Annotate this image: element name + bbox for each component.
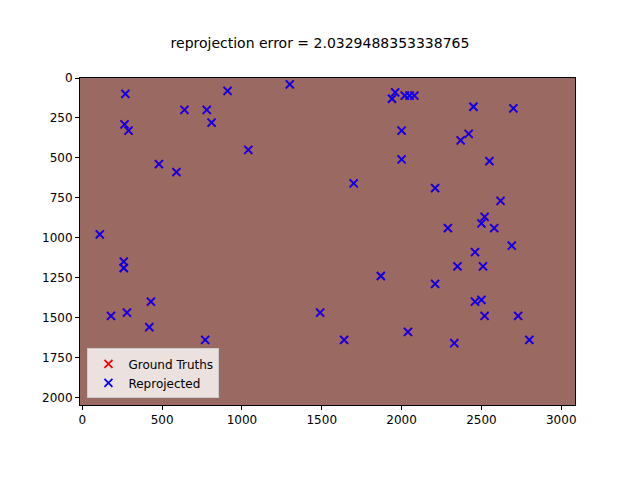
svg-text:0: 0 — [65, 71, 73, 85]
svg-text:2000: 2000 — [42, 391, 73, 405]
svg-text:2500: 2500 — [466, 413, 497, 427]
svg-text:1000: 1000 — [42, 231, 73, 245]
svg-text:2000: 2000 — [386, 413, 417, 427]
svg-text:1500: 1500 — [42, 311, 73, 325]
svg-text:Reprojected: Reprojected — [128, 377, 200, 391]
svg-text:3000: 3000 — [546, 413, 577, 427]
svg-text:1750: 1750 — [42, 351, 73, 365]
svg-text:750: 750 — [50, 191, 73, 205]
svg-text:500: 500 — [151, 413, 174, 427]
svg-text:1250: 1250 — [42, 271, 73, 285]
svg-text:1500: 1500 — [306, 413, 337, 427]
svg-text:0: 0 — [78, 413, 86, 427]
svg-text:reprojection error = 2.0329488: reprojection error = 2.0329488353338765 — [171, 35, 470, 51]
svg-text:1000: 1000 — [227, 413, 258, 427]
svg-text:500: 500 — [50, 151, 73, 165]
svg-text:Ground Truths: Ground Truths — [128, 358, 213, 372]
svg-text:250: 250 — [50, 111, 73, 125]
